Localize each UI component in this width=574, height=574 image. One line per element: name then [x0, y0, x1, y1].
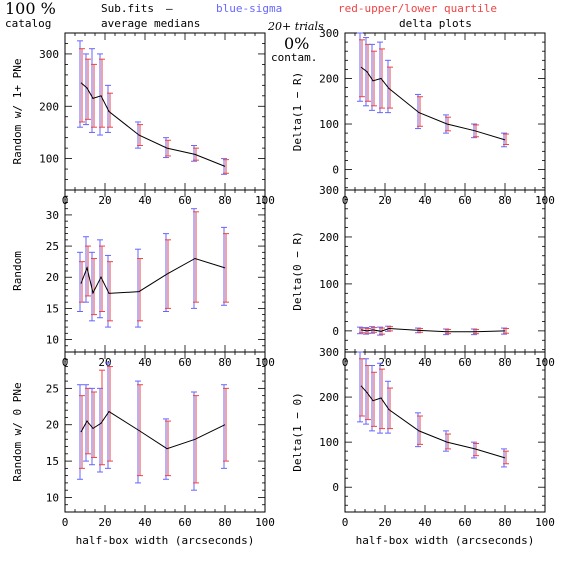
x-tick-label: 60: [178, 516, 191, 529]
x-tick-label: 60: [178, 356, 191, 369]
x-tick-label: 40: [418, 356, 431, 369]
x-tick-label: 80: [498, 356, 511, 369]
x-tick-label: 20: [378, 194, 391, 207]
y-tick-label: 10: [46, 334, 59, 347]
x-tick-label: 0: [62, 516, 69, 529]
median-line: [360, 327, 506, 333]
y-axis-label: Delta(1 − R): [291, 72, 304, 151]
median-line: [360, 385, 506, 459]
panel-random_0: 0 20 40 60 80 100 10 15 20 25 Random w/ 0 PNe half-…: [11, 351, 275, 547]
panel-frame: [64, 32, 266, 191]
y-tick-label: 300: [319, 184, 339, 197]
x-tick-label: 60: [178, 194, 191, 207]
y-axis-label: Random: [11, 251, 24, 291]
x-tick-label: 0: [342, 516, 349, 529]
x-tick-label: 40: [418, 194, 431, 207]
x-tick-label: 20: [378, 356, 391, 369]
x-tick-label: 60: [458, 356, 471, 369]
legend-quartile: red-upper/lower quartile: [338, 2, 497, 15]
header-catalog: catalog: [5, 17, 51, 30]
header-percent: 100 %: [5, 0, 56, 18]
median-line: [80, 257, 226, 295]
x-tick-label: 80: [498, 516, 511, 529]
y-tick-label: 100: [319, 436, 339, 449]
x-tick-label: 20: [98, 194, 111, 207]
header-subfits: Sub.fits: [101, 2, 154, 15]
y-tick-label: 200: [319, 231, 339, 244]
y-tick-label: 20: [46, 419, 59, 432]
y-axis-label: Delta(0 − R): [291, 231, 304, 310]
median-line: [80, 82, 226, 167]
y-tick-label: 200: [39, 100, 59, 113]
panel-frame: [344, 351, 546, 513]
y-tick-label: 30: [46, 209, 59, 222]
y-tick-label: 100: [319, 278, 339, 291]
y-tick-label: 0: [332, 325, 339, 338]
x-tick-label: 40: [138, 194, 151, 207]
header-contam-value: 0%: [284, 34, 309, 53]
x-tick-label: 40: [138, 356, 151, 369]
y-axis-label: Random w/ 1+ PNe: [11, 59, 24, 165]
header-average-medians: average medians: [101, 17, 200, 30]
x-tick-label: 100: [535, 516, 555, 529]
x-tick-label: 80: [218, 194, 231, 207]
panel-delta_1_minus_0: 0 20 40 60 80 100 0 100 200 300 Delta(1 − 0) half-b…: [291, 346, 555, 547]
median-line: [360, 66, 506, 141]
y-tick-label: 0: [332, 481, 339, 494]
x-tick-label: 40: [418, 516, 431, 529]
x-tick-label: 20: [98, 516, 111, 529]
legend-sigma: blue-sigma: [216, 2, 282, 15]
y-tick-label: 200: [319, 391, 339, 404]
x-tick-label: 20: [378, 516, 391, 529]
x-tick-label: 80: [218, 356, 231, 369]
header-delta-plots: delta plots: [399, 17, 472, 30]
y-tick-label: 0: [332, 164, 339, 177]
y-tick-label: 300: [39, 48, 59, 61]
x-tick-label: 60: [458, 516, 471, 529]
y-axis-label: Random w/ 0 PNe: [11, 382, 24, 481]
y-tick-label: 10: [46, 491, 59, 504]
y-tick-label: 100: [39, 153, 59, 166]
y-tick-label: 300: [319, 346, 339, 359]
x-tick-label: 100: [255, 516, 275, 529]
y-tick-label: 15: [46, 455, 59, 468]
y-tick-label: 25: [46, 382, 59, 395]
y-tick-label: 300: [319, 27, 339, 40]
y-tick-label: 100: [319, 118, 339, 131]
x-tick-label: 80: [218, 516, 231, 529]
median-line: [80, 410, 226, 450]
y-tick-label: 200: [319, 73, 339, 86]
header-dash: –: [166, 2, 173, 15]
header-trials: 20+ trials: [267, 20, 324, 33]
x-tick-label: 60: [458, 194, 471, 207]
panel-frame: [64, 351, 266, 513]
y-tick-label: 15: [46, 302, 59, 315]
y-tick-label: 25: [46, 240, 59, 253]
panel-frame: [64, 189, 266, 353]
y-tick-label: 20: [46, 271, 59, 284]
x-axis-label: half-box width (arcseconds): [356, 534, 535, 547]
x-axis-label: half-box width (arcseconds): [76, 534, 255, 547]
x-tick-label: 40: [138, 516, 151, 529]
panel-frame: [344, 32, 546, 191]
x-tick-label: 80: [498, 194, 511, 207]
y-axis-label: Delta(1 − 0): [291, 392, 304, 471]
header-contam-label: contam.: [271, 51, 317, 64]
